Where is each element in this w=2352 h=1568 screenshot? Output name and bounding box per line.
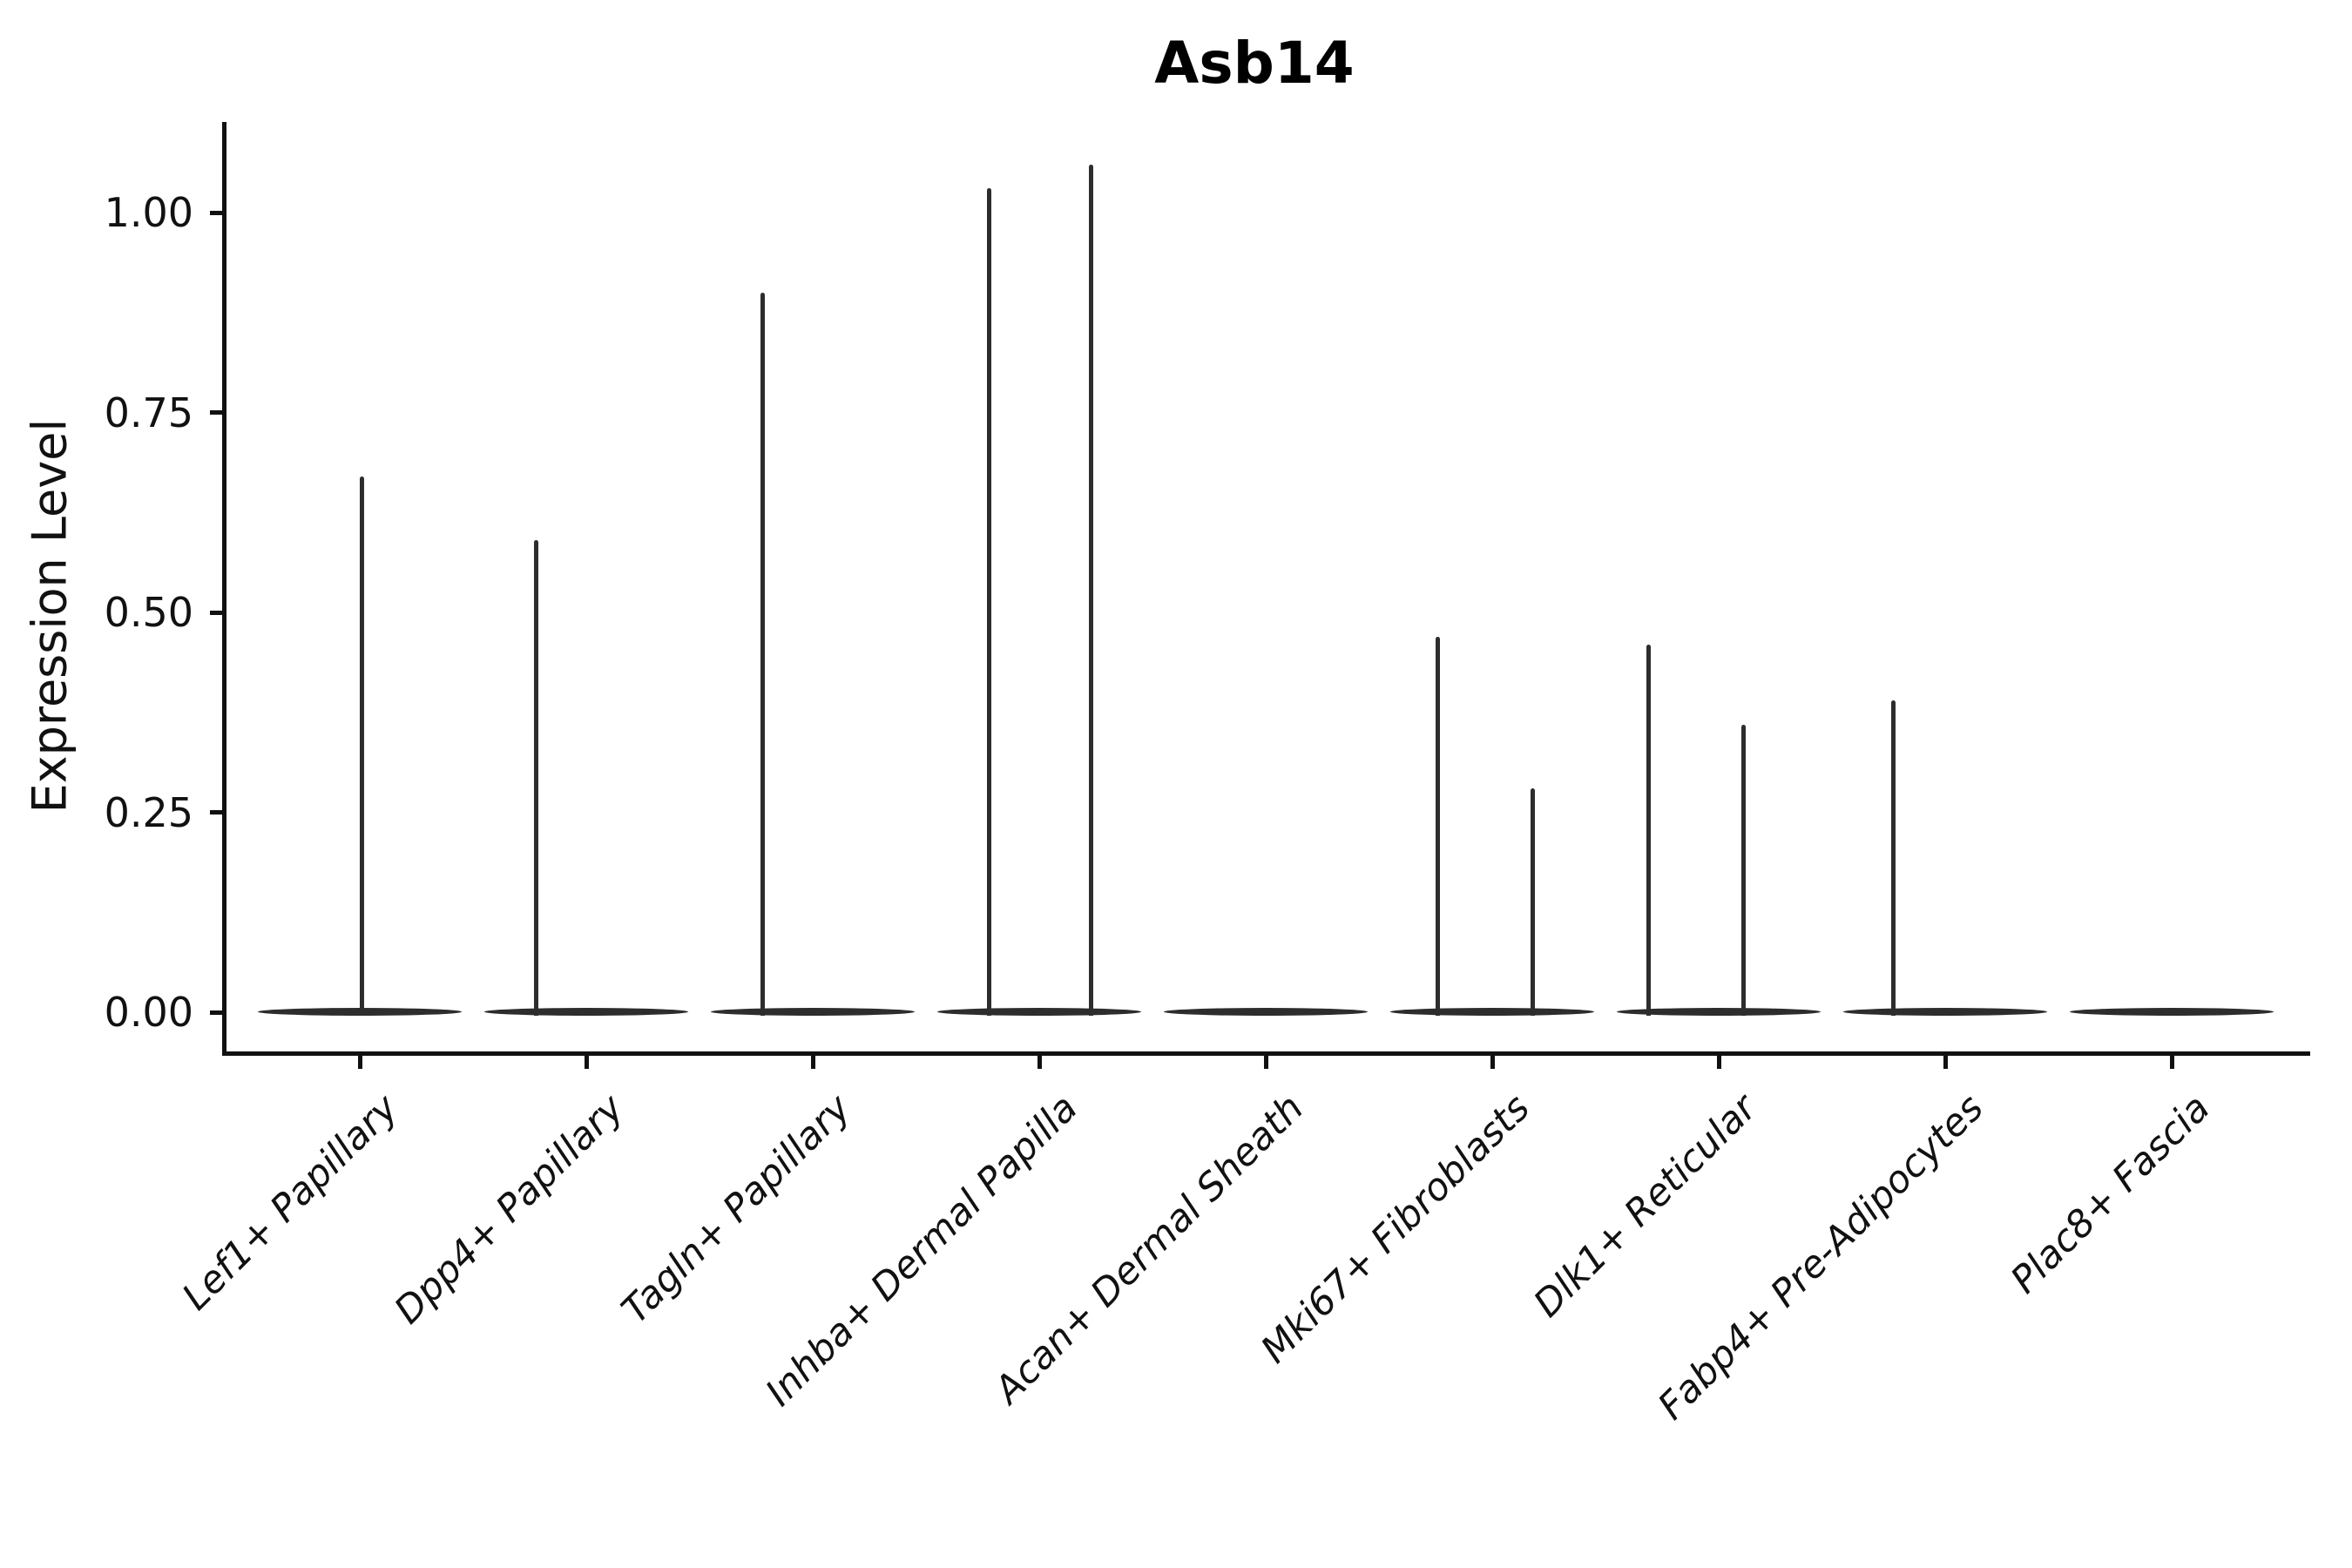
violin-max-spike: [360, 476, 365, 1016]
violin-body: [2070, 1008, 2274, 1016]
violin-max-spike: [1436, 636, 1441, 1016]
violin-max-spike: [1646, 644, 1651, 1016]
violin-body: [1164, 1008, 1368, 1016]
y-tick-label: 0.50: [104, 589, 193, 636]
x-tick-mark: [1943, 1054, 1948, 1069]
y-tick-label: 0.75: [104, 389, 193, 436]
violin-max-spike: [1531, 787, 1536, 1016]
y-tick-mark: [210, 610, 225, 615]
x-tick-mark: [1037, 1054, 1042, 1069]
violin-max-spike: [534, 540, 539, 1016]
violin-body: [1843, 1008, 2047, 1016]
chart-title: Asb14: [1154, 30, 1355, 97]
violin-body: [1617, 1008, 1821, 1016]
x-tick-mark: [810, 1054, 815, 1069]
violin-max-spike: [1890, 700, 1896, 1016]
x-tick-mark: [357, 1054, 362, 1069]
y-tick-mark: [210, 1010, 225, 1015]
x-tick-mark: [2169, 1054, 2174, 1069]
violin-max-spike: [987, 188, 992, 1016]
violin-max-spike: [1089, 164, 1094, 1016]
violin-max-spike: [760, 292, 766, 1016]
violin-body: [484, 1008, 688, 1016]
y-tick-label: 1.00: [104, 189, 193, 236]
violin-body: [711, 1008, 915, 1016]
x-tick-mark: [1716, 1054, 1721, 1069]
x-tick-label: Lef1+ Papillary: [173, 1086, 407, 1319]
x-axis-spine: [222, 1051, 2310, 1056]
violin-max-spike: [1741, 724, 1747, 1016]
y-tick-mark: [210, 210, 225, 215]
x-tick-label: Tagln+ Papillary: [613, 1086, 860, 1333]
x-tick-label: Dpp4+ Papillary: [386, 1086, 633, 1333]
violin-body: [1390, 1008, 1594, 1016]
x-tick-mark: [584, 1054, 589, 1069]
x-tick-label: Plac8+ Fascia: [2002, 1086, 2219, 1302]
y-tick-mark: [210, 810, 225, 814]
x-tick-label: Dlk1+ Reticular: [1525, 1086, 1766, 1327]
y-tick-label: 0.25: [104, 788, 193, 836]
violin-body: [937, 1008, 1141, 1016]
x-tick-mark: [1490, 1054, 1495, 1069]
x-tick-mark: [1263, 1054, 1268, 1069]
violin-body: [258, 1008, 462, 1016]
y-axis-spine: [222, 122, 226, 1056]
y-tick-mark: [210, 410, 225, 415]
y-tick-label: 0.00: [104, 989, 193, 1036]
